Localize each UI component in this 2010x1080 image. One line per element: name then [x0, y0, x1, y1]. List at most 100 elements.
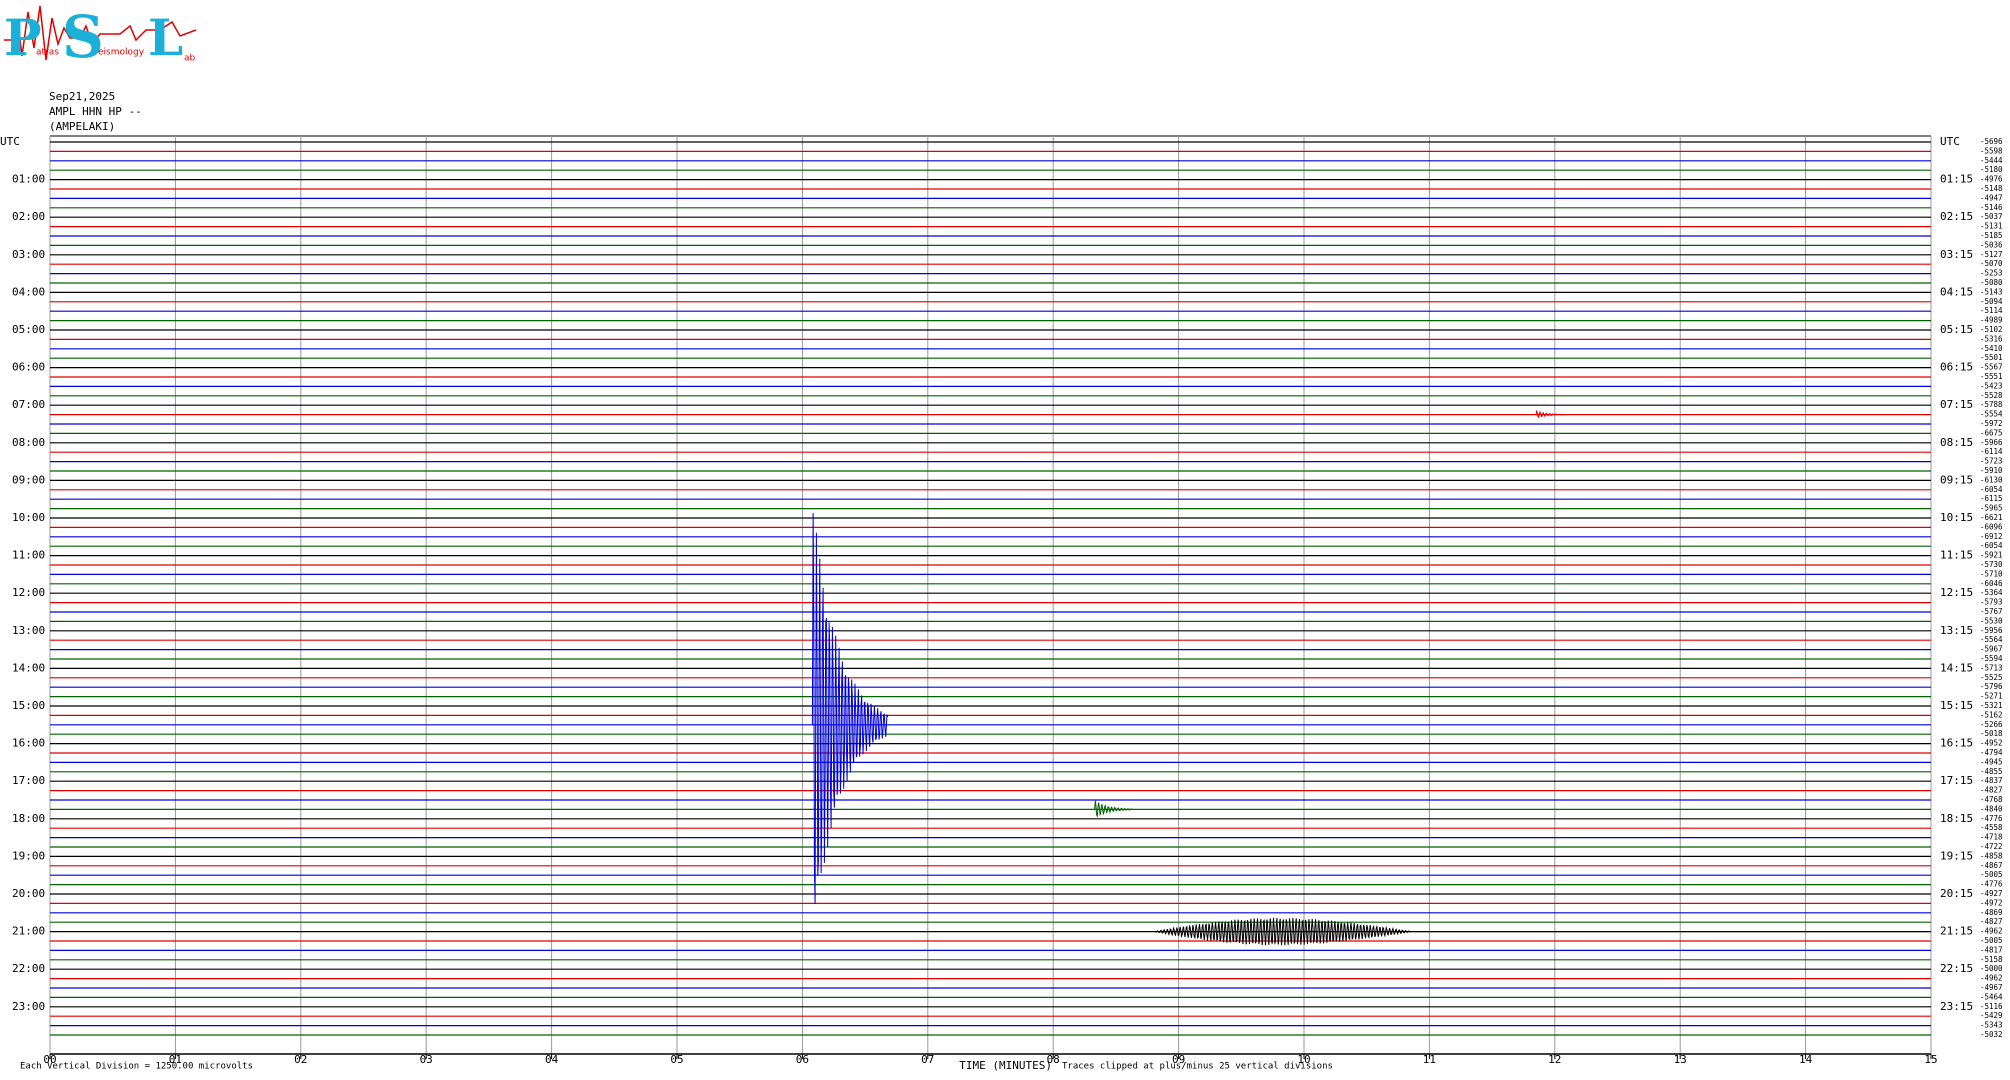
hour-label-right: 06:15: [1940, 361, 1973, 374]
hour-label-right: 23:15: [1940, 1000, 1973, 1013]
logo-word: eismology: [98, 48, 145, 58]
hour-label: 06:00: [12, 361, 45, 374]
trace-offset: -5032: [1980, 1030, 2003, 1039]
trace-offset: -5116: [1980, 1002, 2003, 1011]
trace-offset: -5005: [1980, 870, 2003, 879]
x-tick-label: 11: [1423, 1053, 1436, 1066]
x-axis-title: TIME (MINUTES): [959, 1059, 1052, 1072]
x-tick-label: 03: [420, 1053, 433, 1066]
trace-offset: -5594: [1980, 654, 2003, 663]
hour-label: 10:00: [12, 511, 45, 524]
trace-offset: -5564: [1980, 635, 2003, 644]
hour-label-right: 04:15: [1940, 285, 1973, 298]
hour-label-right: 01:15: [1940, 173, 1973, 186]
trace-offset: -4945: [1980, 757, 2003, 766]
trace-offset: -4794: [1980, 748, 2003, 757]
scale-note: Each Vertical Division = 1250.00 microvo…: [20, 1062, 253, 1072]
trace-offset: -6054: [1980, 541, 2003, 550]
trace-offset: -5429: [1980, 1011, 2003, 1020]
trace-offset: -5185: [1980, 231, 2003, 240]
hour-label: 16:00: [12, 737, 45, 750]
trace-offset: -5551: [1980, 372, 2003, 381]
hour-label: 04:00: [12, 285, 45, 298]
trace-offset: -4827: [1980, 786, 2003, 795]
trace-offset: -5967: [1980, 645, 2003, 654]
hour-label-right: UTC: [1940, 135, 1960, 148]
x-tick-label: 13: [1674, 1053, 1687, 1066]
trace-offset: -5956: [1980, 626, 2003, 635]
hour-label: 23:00: [12, 1000, 45, 1013]
trace-offset: -6130: [1980, 475, 2003, 484]
hour-label: 13:00: [12, 624, 45, 637]
trace-offset: -5696: [1980, 137, 2003, 146]
logo: P atras S eismology L ab: [4, 3, 197, 71]
trace-offset: -6621: [1980, 513, 2003, 522]
event: [1153, 917, 1931, 946]
trace-offset: -4776: [1980, 880, 2003, 889]
hour-label-right: 16:15: [1940, 737, 1973, 750]
trace-offset: -4927: [1980, 889, 2003, 898]
trace-offset: -6675: [1980, 428, 2003, 437]
trace-offset: -4718: [1980, 833, 2003, 842]
hour-label-right: 21:15: [1940, 925, 1973, 938]
logo-word: atras: [36, 48, 59, 58]
event: [1535, 409, 1568, 419]
logo-word: ab: [184, 54, 196, 64]
trace-offset: -4768: [1980, 795, 2003, 804]
trace-offset: -6046: [1980, 579, 2003, 588]
hour-label-right: 12:15: [1940, 586, 1973, 599]
trace-offset: -6912: [1980, 532, 2003, 541]
hour-label-right: 11:15: [1940, 549, 1973, 562]
trace-offset: -4947: [1980, 193, 2003, 202]
hour-label-right: 03:15: [1940, 248, 1973, 261]
trace-offset: -5343: [1980, 1021, 2003, 1030]
trace-offset: -5966: [1980, 438, 2003, 447]
trace-offset: -5528: [1980, 391, 2003, 400]
x-tick-label: 15: [1924, 1053, 1937, 1066]
hour-label-right: 13:15: [1940, 624, 1973, 637]
hour-label-right: 18:15: [1940, 812, 1973, 825]
trace-offset: -5713: [1980, 663, 2003, 672]
trace-offset: -5148: [1980, 184, 2003, 193]
trace-offset: -5037: [1980, 212, 2003, 221]
trace-offset: -4837: [1980, 776, 2003, 785]
logo-letter: S: [62, 3, 104, 71]
hour-label-right: 19:15: [1940, 849, 1973, 862]
trace-offset: -5158: [1980, 955, 2003, 964]
hour-label: 07:00: [12, 398, 45, 411]
trace-offset: -5127: [1980, 250, 2003, 259]
hour-label: 17:00: [12, 774, 45, 787]
trace-offset: -5000: [1980, 964, 2003, 973]
trace-offset: -5525: [1980, 673, 2003, 682]
trace-offset: -5162: [1980, 710, 2003, 719]
event: [811, 513, 889, 905]
hour-label-right: 22:15: [1940, 962, 1973, 975]
trace-offset: -5723: [1980, 457, 2003, 466]
hour-label: 19:00: [12, 849, 45, 862]
trace-offset: -4558: [1980, 823, 2003, 832]
trace-offset: -5114: [1980, 306, 2003, 315]
x-tick-label: 14: [1799, 1053, 1813, 1066]
x-tick-label: 08: [1047, 1053, 1060, 1066]
trace-offset: -5005: [1980, 936, 2003, 945]
hour-label-right: 14:15: [1940, 661, 1973, 674]
hour-label: 22:00: [12, 962, 45, 975]
trace-offset: -5501: [1980, 353, 2003, 362]
hour-label: 20:00: [12, 887, 45, 900]
trace-offset: -5321: [1980, 701, 2003, 710]
trace-offset: -4855: [1980, 767, 2003, 776]
trace-offset: -5921: [1980, 551, 2003, 560]
trace-offset: -5598: [1980, 146, 2003, 155]
hour-label: 03:00: [12, 248, 45, 261]
trace-offset: -5271: [1980, 692, 2003, 701]
hour-label: 12:00: [12, 586, 45, 599]
x-tick-label: 10: [1297, 1053, 1310, 1066]
trace-offset: -5965: [1980, 504, 2003, 513]
x-tick-label: 00: [43, 1053, 56, 1066]
trace-offset: -5143: [1980, 287, 2003, 296]
hour-label: 11:00: [12, 549, 45, 562]
trace-offset: -5793: [1980, 598, 2003, 607]
hour-label: 08:00: [12, 436, 45, 449]
trace-offset: -5102: [1980, 325, 2003, 334]
trace-offset: -4840: [1980, 804, 2003, 813]
